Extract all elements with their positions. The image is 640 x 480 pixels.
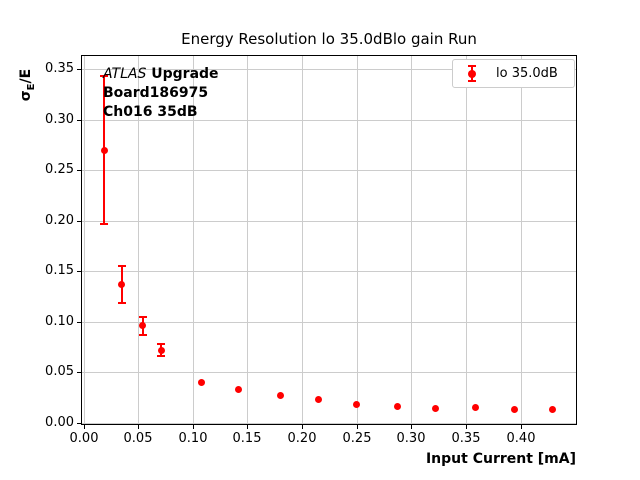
x-gridline	[138, 56, 139, 424]
x-tick	[193, 425, 194, 429]
x-gridline	[302, 56, 303, 424]
x-tick-label: 0.10	[178, 431, 208, 446]
error-bar	[160, 344, 163, 357]
y-axis-label-subscript: E	[25, 83, 37, 91]
x-gridline	[411, 56, 412, 424]
y-gridline	[82, 372, 576, 373]
y-tick	[77, 221, 81, 222]
y-axis-label-sigma: σ	[18, 90, 34, 102]
x-tick	[247, 425, 248, 429]
data-point	[315, 396, 322, 404]
x-tick	[411, 425, 412, 429]
data-point	[548, 406, 556, 414]
x-gridline	[466, 56, 467, 424]
x-tick	[84, 425, 85, 429]
annotation-line-1: ATLAS Upgrade	[103, 65, 219, 84]
x-tick	[302, 425, 303, 429]
errorbar-cap-top	[468, 65, 476, 67]
legend: lo 35.0dB	[452, 59, 575, 88]
x-gridline	[357, 56, 358, 424]
data-point	[276, 392, 284, 400]
y-gridline	[82, 221, 576, 222]
x-tick-label: 0.00	[69, 431, 99, 446]
x-tick-label: 0.05	[123, 431, 153, 446]
x-tick-label: 0.30	[396, 431, 426, 446]
legend-label: lo 35.0dB	[496, 66, 558, 81]
x-tick	[138, 425, 139, 429]
annotation-board: Board186975	[103, 85, 209, 101]
y-tick-label: 0.10	[45, 314, 74, 329]
error-bar-cap	[100, 222, 109, 225]
x-gridline	[521, 56, 522, 424]
x-gridline	[193, 56, 194, 424]
annotation-channel: Ch016 35dB	[103, 104, 198, 120]
y-gridline	[82, 69, 576, 70]
plot-area: ATLAS Upgrade Board186975 Ch016 35dB lo …	[81, 55, 577, 425]
errorbar-dot	[468, 69, 476, 78]
y-axis-label: σE/E	[18, 52, 37, 118]
data-point	[510, 406, 518, 414]
y-tick-label: 0.30	[45, 112, 74, 127]
error-bar-cap	[117, 301, 126, 304]
y-tick-label: 0.20	[45, 213, 74, 228]
errorbar-cap-bottom	[468, 80, 476, 82]
x-tick-label: 0.40	[506, 431, 536, 446]
y-tick	[77, 170, 81, 171]
y-tick	[77, 423, 81, 424]
error-bar-cap	[138, 334, 147, 337]
data-point	[431, 405, 439, 413]
annotation: ATLAS Upgrade Board186975 Ch016 35dB	[103, 65, 219, 122]
data-point	[353, 401, 361, 409]
x-tick-label: 0.25	[342, 431, 372, 446]
errorbar-marker-icon	[467, 60, 477, 87]
x-tick	[521, 425, 522, 429]
y-tick	[77, 372, 81, 373]
y-tick	[77, 69, 81, 70]
y-tick-label: 0.15	[45, 263, 74, 278]
y-gridline	[82, 120, 576, 121]
annotation-experiment-suffix: Upgrade	[146, 66, 219, 82]
error-bar	[141, 316, 144, 336]
data-point	[198, 379, 206, 387]
error-bar	[103, 76, 106, 224]
chart-title: Energy Resolution lo 35.0dBlo gain Run	[181, 30, 477, 48]
y-tick-label: 0.00	[45, 415, 74, 430]
x-tick-label: 0.20	[287, 431, 317, 446]
y-tick-label: 0.35	[45, 61, 74, 76]
x-gridline	[84, 56, 85, 424]
x-axis-label: Input Current [mA]	[425, 451, 576, 467]
x-gridline	[247, 56, 248, 424]
y-tick-label: 0.25	[45, 162, 74, 177]
x-tick-label: 0.15	[232, 431, 262, 446]
annotation-experiment: ATLAS	[103, 66, 147, 82]
data-point	[472, 404, 480, 412]
y-tick	[77, 322, 81, 323]
error-bar	[120, 266, 123, 303]
data-point	[235, 386, 243, 394]
error-bar-cap	[157, 355, 166, 358]
x-tick	[357, 425, 358, 429]
data-point	[393, 403, 401, 411]
y-axis-label-rest: /E	[18, 68, 34, 84]
y-gridline	[82, 271, 576, 272]
y-gridline	[82, 423, 576, 424]
y-tick	[77, 120, 81, 121]
x-tick	[466, 425, 467, 429]
y-tick	[77, 271, 81, 272]
y-gridline	[82, 170, 576, 171]
y-gridline	[82, 322, 576, 323]
y-tick-label: 0.05	[45, 364, 74, 379]
x-tick-label: 0.35	[451, 431, 481, 446]
